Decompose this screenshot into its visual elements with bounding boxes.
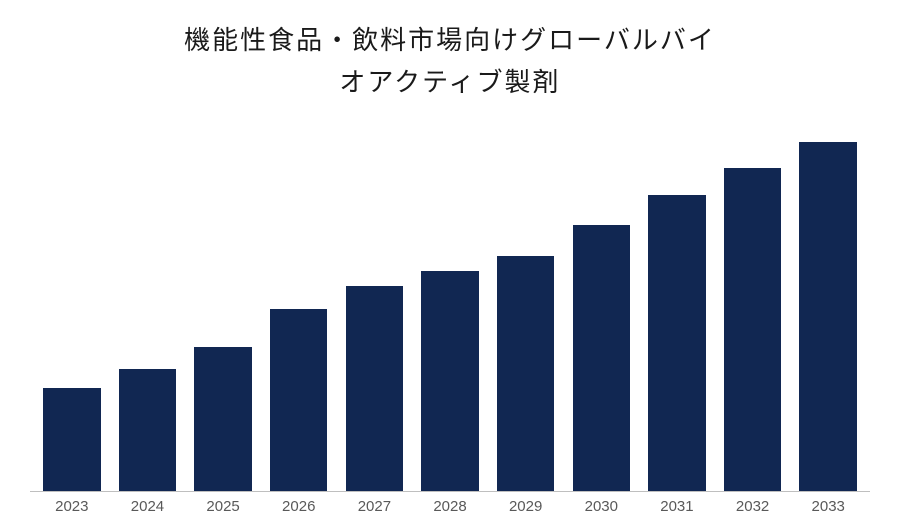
chart-title-line-1: 機能性食品・飲料市場向けグローバルバイ xyxy=(184,25,716,55)
bar-slot xyxy=(639,111,715,491)
x-axis-label: 2028 xyxy=(412,498,488,515)
bar xyxy=(799,142,856,491)
bar xyxy=(648,195,705,491)
chart-title-line-2: オアクティブ製剤 xyxy=(339,67,560,97)
x-axis-label: 2031 xyxy=(639,498,715,515)
x-axis-label: 2032 xyxy=(715,498,791,515)
bar-slot xyxy=(261,111,337,491)
x-axis-label: 2027 xyxy=(337,498,413,515)
x-axis-label: 2024 xyxy=(110,498,186,515)
bar-slot xyxy=(337,111,413,491)
x-axis-label: 2026 xyxy=(261,498,337,515)
x-axis-label: 2030 xyxy=(563,498,639,515)
bar xyxy=(43,388,100,491)
bar-slot xyxy=(715,111,791,491)
bar xyxy=(724,168,781,491)
bar xyxy=(497,256,554,491)
bar-slot xyxy=(110,111,186,491)
bar-slot xyxy=(563,111,639,491)
x-axis-label: 2025 xyxy=(185,498,261,515)
x-axis-label: 2033 xyxy=(790,498,866,515)
bar-slot xyxy=(412,111,488,491)
bar-slot xyxy=(34,111,110,491)
bar xyxy=(119,369,176,491)
x-axis-label: 2029 xyxy=(488,498,564,515)
bar xyxy=(346,286,403,491)
bar xyxy=(573,225,630,491)
bar-slot xyxy=(185,111,261,491)
bar-chart: 機能性食品・飲料市場向けグローバルバイ オアクティブ製剤 20232024202… xyxy=(0,0,900,525)
bars-container xyxy=(30,111,870,492)
chart-title: 機能性食品・飲料市場向けグローバルバイ オアクティブ製剤 xyxy=(30,20,870,103)
plot-area: 2023202420252026202720282029203020312032… xyxy=(30,111,870,515)
bar xyxy=(421,271,478,491)
bar-slot xyxy=(488,111,564,491)
bar xyxy=(270,309,327,491)
x-axis: 2023202420252026202720282029203020312032… xyxy=(30,492,870,515)
x-axis-label: 2023 xyxy=(34,498,110,515)
bar xyxy=(194,347,251,491)
bar-slot xyxy=(790,111,866,491)
